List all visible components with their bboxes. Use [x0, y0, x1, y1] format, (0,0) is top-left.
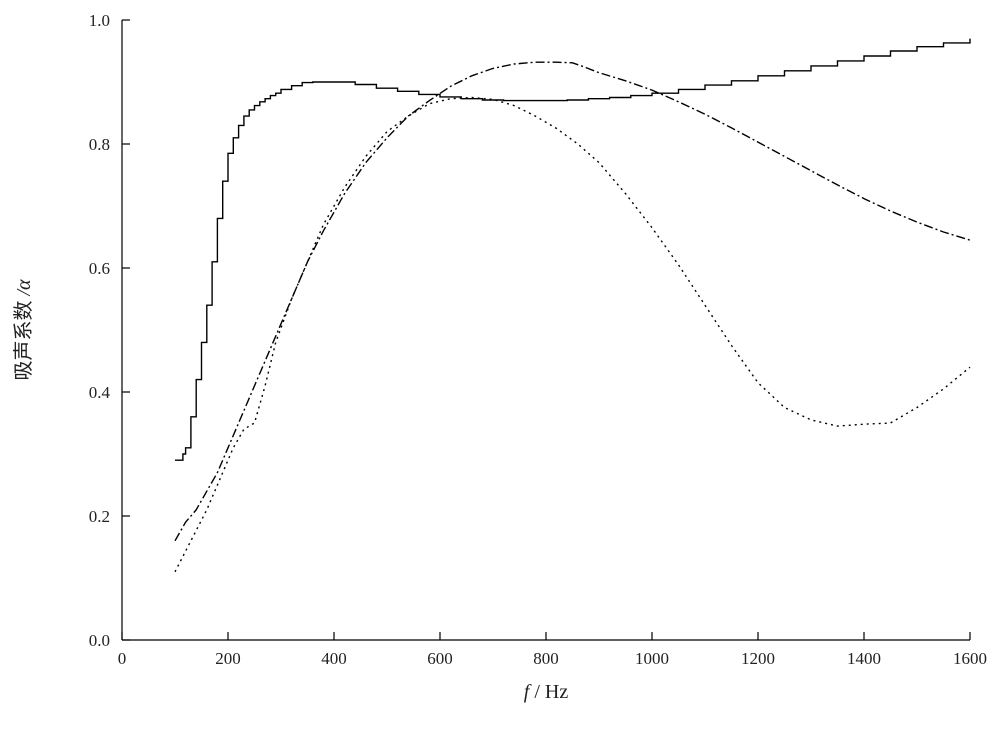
- series-line-1-solid: [175, 39, 970, 461]
- y-axis-title: 吸声系数 /α: [12, 279, 35, 381]
- x-tick-label: 1600: [953, 649, 987, 668]
- y-tick-label: 0.0: [89, 631, 110, 650]
- x-tick-label: 1400: [847, 649, 881, 668]
- y-tick-label: 0.6: [89, 259, 110, 278]
- y-tick-label: 0.8: [89, 135, 110, 154]
- series-line-2-dashdot: [175, 62, 970, 541]
- x-tick-label: 600: [427, 649, 453, 668]
- x-axis-title: f / Hz: [524, 681, 569, 703]
- x-tick-label: 400: [321, 649, 347, 668]
- series-line-3-dotted: [175, 98, 970, 572]
- y-tick-label: 0.2: [89, 507, 110, 526]
- ticks: 0 200 400 600 800 1000 1200 1400 1600 0.0 0.2 0.4 0.…: [89, 11, 987, 668]
- x-tick-label: 200: [215, 649, 241, 668]
- x-tick-label: 1000: [635, 649, 669, 668]
- series-layer: [175, 39, 970, 572]
- y-axis-title-cjk: 吸声系数: [12, 301, 35, 381]
- y-tick-label: 1.0: [89, 11, 110, 30]
- x-tick-label: 1200: [741, 649, 775, 668]
- y-axis-title-symbol: /α: [13, 279, 35, 301]
- x-tick-label: 800: [533, 649, 559, 668]
- y-tick-label: 0.4: [89, 383, 111, 402]
- x-tick-label: 0: [118, 649, 127, 668]
- x-axis-title-unit: / Hz: [529, 681, 568, 703]
